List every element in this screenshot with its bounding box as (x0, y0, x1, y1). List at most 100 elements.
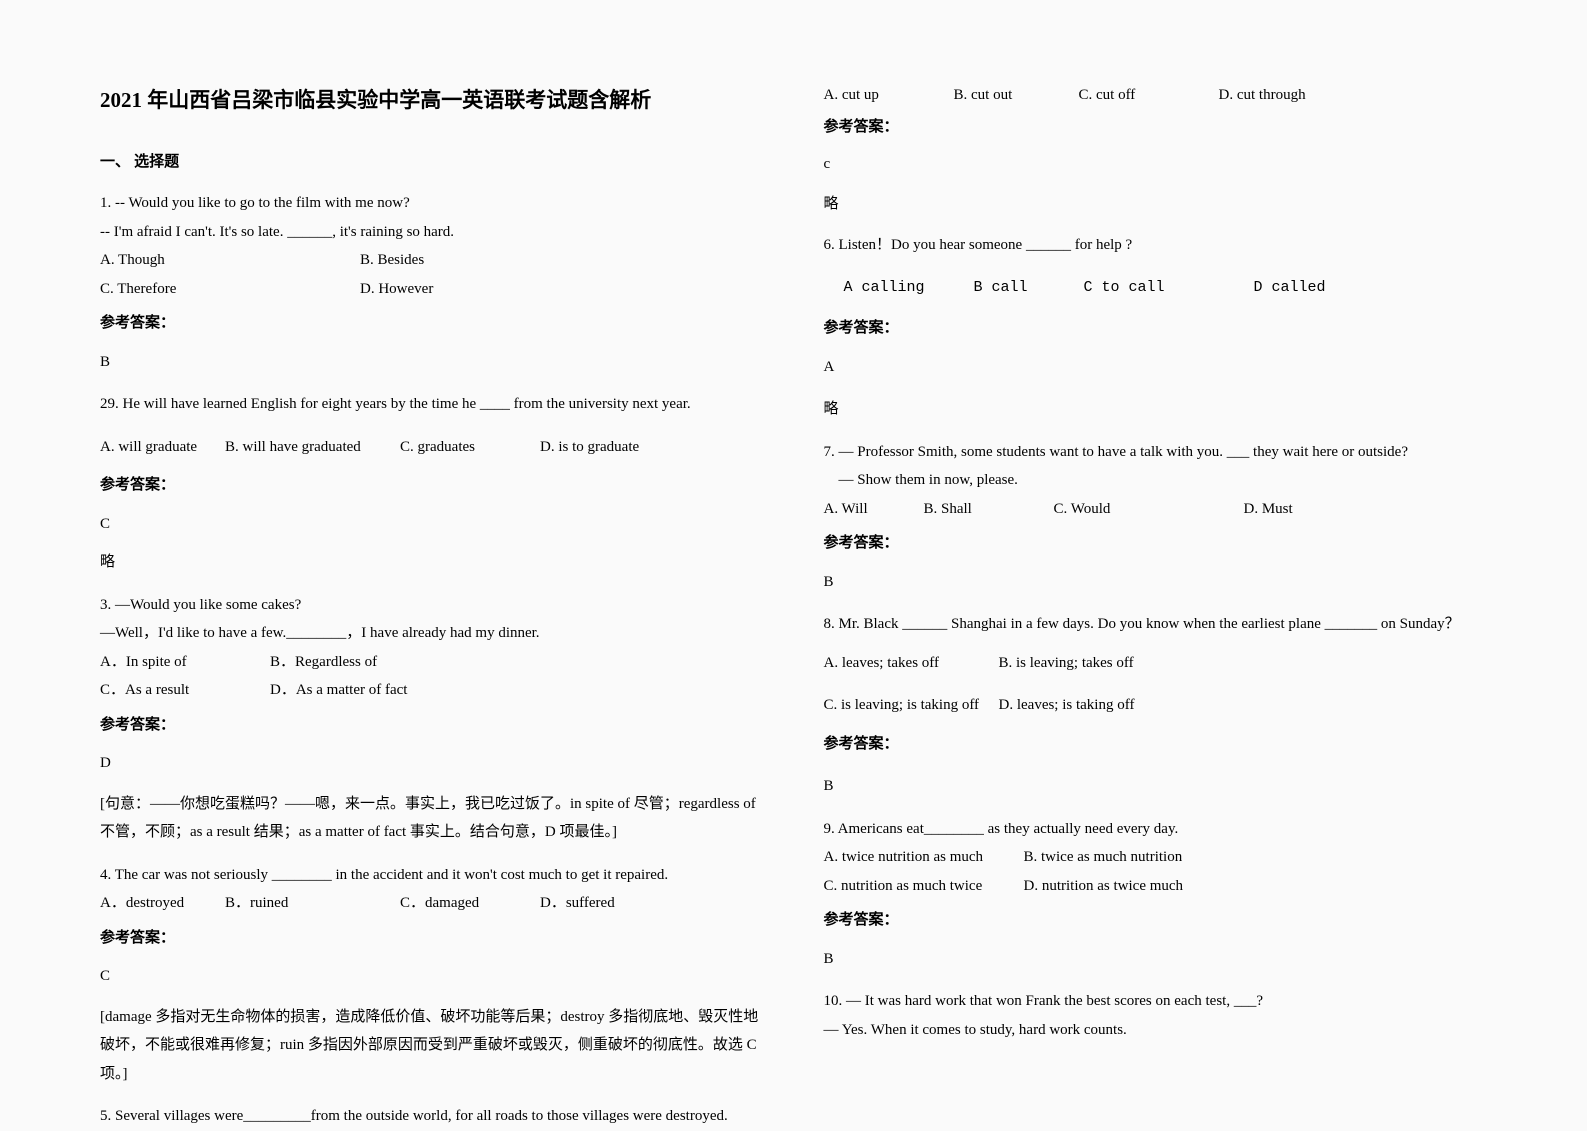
q10-line2: — Yes. When it comes to study, hard work… (824, 1016, 1488, 1045)
q4-c: C．damaged (400, 889, 540, 918)
q6-line1: 6. Listen！Do you hear someone ______ for… (824, 231, 1488, 260)
q7-ans: B (824, 568, 1488, 597)
q3-exp: [句意：——你想吃蛋糕吗？——嗯，来一点。事实上，我已吃过饭了。in spite… (100, 790, 764, 847)
doc-title: 2021 年山西省吕梁市临县实验中学高一英语联考试题含解析 (100, 82, 764, 119)
question-3: 3. —Would you like some cakes? —Well，I'd… (100, 591, 764, 847)
right-column: A. cut up B. cut out C. cut off D. cut t… (824, 82, 1488, 1082)
q5-d: D. cut through (1219, 82, 1306, 108)
q8-a: A. leaves; takes off (824, 649, 999, 678)
q7-opts: A. Will B. Shall C. Would D. Must (824, 495, 1488, 524)
q8-opts-ab: A. leaves; takes offB. is leaving; takes… (824, 649, 1488, 678)
q2-line1: 29. He will have learned English for eig… (100, 390, 764, 419)
q6-lue: 略 (824, 395, 1488, 424)
q6-anshead: 参考答案： (824, 314, 1488, 343)
q1-line2: -- I'm afraid I can't. It's so late. ___… (100, 218, 764, 247)
q4-anshead: 参考答案： (100, 924, 764, 953)
q5-line1: 5. Several villages were_________from th… (100, 1102, 764, 1131)
question-6: 6. Listen！Do you hear someone ______ for… (824, 231, 1488, 424)
q8-c: C. is leaving; is taking off (824, 691, 999, 720)
q7-d: D. Must (1244, 495, 1293, 524)
q6-opts: A calling B call C to call D called (824, 274, 1488, 303)
q6-d: D called (1254, 274, 1326, 303)
q6-c: C to call (1084, 274, 1254, 303)
q9-line1: 9. Americans eat________ as they actuall… (824, 815, 1488, 844)
question-5-stem: 5. Several villages were_________from th… (100, 1102, 764, 1131)
q1-anshead: 参考答案： (100, 309, 764, 338)
q3-ans: D (100, 749, 764, 778)
q8-ans: B (824, 772, 1488, 801)
q7-line1: 7. — Professor Smith, some students want… (824, 438, 1488, 467)
q3-anshead: 参考答案： (100, 711, 764, 740)
q1-ans: B (100, 348, 764, 377)
q7-line2: — Show them in now, please. (824, 466, 1488, 495)
q3-line2: —Well，I'd like to have a few.________，I … (100, 619, 764, 648)
q2-anshead: 参考答案： (100, 471, 764, 500)
q2-c: C. graduates (400, 433, 540, 462)
q6-ans: A (824, 353, 1488, 382)
q3-opts-ab: A．In spite ofB．Regardless of (100, 648, 764, 677)
q1-opts-ab: A. ThoughB. Besides (100, 246, 764, 275)
q9-ans: B (824, 945, 1488, 974)
q9-c: C. nutrition as much twice (824, 872, 1024, 901)
q2-a: A. will graduate (100, 433, 225, 462)
q3-a: A．In spite of (100, 648, 270, 677)
q2-d: D. is to graduate (540, 433, 639, 462)
q2-opts: A. will graduate B. will have graduated … (100, 433, 764, 462)
q4-ans: C (100, 962, 764, 991)
q9-d: D. nutrition as twice much (1024, 878, 1184, 894)
left-column: 2021 年山西省吕梁市临县实验中学高一英语联考试题含解析 一、 选择题 1. … (100, 82, 764, 1082)
question-1: 1. -- Would you like to go to the film w… (100, 189, 764, 376)
q5-c: C. cut off (1079, 82, 1219, 108)
question-2: 29. He will have learned English for eig… (100, 390, 764, 577)
q7-anshead: 参考答案： (824, 529, 1488, 558)
q10-line1: 10. — It was hard work that won Frank th… (824, 987, 1488, 1016)
q1-c: C. Therefore (100, 275, 360, 304)
q9-opts-cd: C. nutrition as much twiceD. nutrition a… (824, 872, 1488, 901)
section-heading: 一、 选择题 (100, 149, 764, 175)
question-10: 10. — It was hard work that won Frank th… (824, 987, 1488, 1044)
q8-b: B. is leaving; takes off (999, 649, 1134, 678)
q9-opts-ab: A. twice nutrition as muchB. twice as mu… (824, 843, 1488, 872)
q2-ans: C (100, 510, 764, 539)
question-7: 7. — Professor Smith, some students want… (824, 438, 1488, 597)
q4-exp: [damage 多指对无生命物体的损害，造成降低价值、破坏功能等后果；destr… (100, 1003, 764, 1089)
q4-line1: 4. The car was not seriously ________ in… (100, 861, 764, 890)
q4-d: D．suffered (540, 889, 615, 918)
q4-a: A．destroyed (100, 889, 225, 918)
question-8: 8. Mr. Black ______ Shanghai in a few da… (824, 610, 1488, 801)
question-9: 9. Americans eat________ as they actuall… (824, 815, 1488, 974)
q8-line1: 8. Mr. Black ______ Shanghai in a few da… (824, 610, 1488, 639)
q6-b: B call (974, 274, 1084, 303)
q5-anshead: 参考答案： (824, 114, 1488, 140)
q8-opts-cd: C. is leaving; is taking offD. leaves; i… (824, 691, 1488, 720)
q5-b: B. cut out (954, 82, 1079, 108)
q9-b: B. twice as much nutrition (1024, 849, 1183, 865)
q2-lue: 略 (100, 548, 764, 577)
q7-c: C. Would (1054, 495, 1244, 524)
q7-a: A. Will (824, 495, 924, 524)
q5-a: A. cut up (824, 82, 954, 108)
q8-d: D. leaves; is taking off (999, 691, 1135, 720)
q1-a: A. Though (100, 246, 360, 275)
q5-lue: 略 (824, 191, 1488, 217)
question-4: 4. The car was not seriously ________ in… (100, 861, 764, 1089)
q2-b: B. will have graduated (225, 433, 400, 462)
q5-opts: A. cut up B. cut out C. cut off D. cut t… (824, 82, 1488, 108)
q5-ans: c (824, 151, 1488, 177)
q8-anshead: 参考答案： (824, 730, 1488, 759)
q4-b: B．ruined (225, 889, 400, 918)
q1-d: D. However (360, 275, 433, 304)
q6-a: A calling (844, 274, 974, 303)
q3-line1: 3. —Would you like some cakes? (100, 591, 764, 620)
q9-anshead: 参考答案： (824, 906, 1488, 935)
q1-b: B. Besides (360, 246, 424, 275)
q1-line1: 1. -- Would you like to go to the film w… (100, 189, 764, 218)
q3-opts-cd: C．As a resultD．As a matter of fact (100, 676, 764, 705)
q4-opts: A．destroyed B．ruined C．damaged D．suffere… (100, 889, 764, 918)
q3-d: D．As a matter of fact (270, 676, 407, 705)
q7-b: B. Shall (924, 495, 1054, 524)
q3-c: C．As a result (100, 676, 270, 705)
q9-a: A. twice nutrition as much (824, 843, 1024, 872)
q1-opts-cd: C. ThereforeD. However (100, 275, 764, 304)
q3-b: B．Regardless of (270, 648, 377, 677)
